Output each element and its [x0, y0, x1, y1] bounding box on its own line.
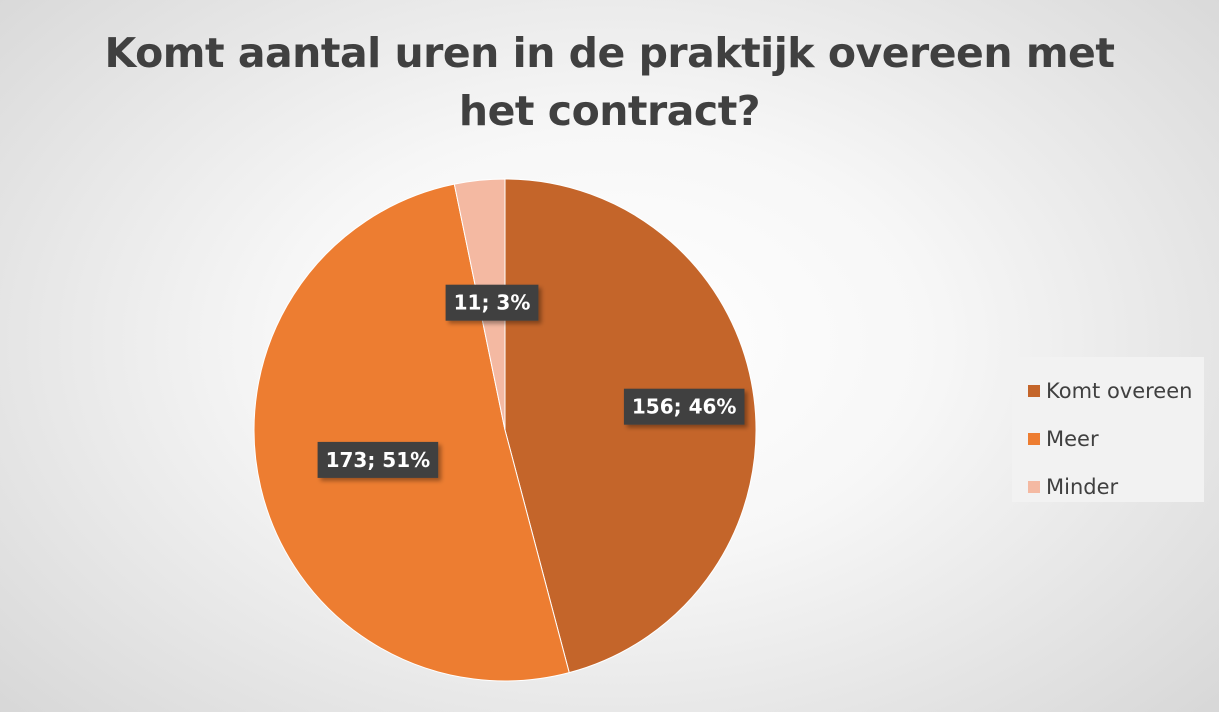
legend-label: Meer: [1046, 427, 1099, 451]
data-label-box: [445, 284, 539, 321]
data-label-text: 156; 46%: [632, 395, 737, 419]
data-label-box: [317, 441, 439, 478]
legend: Komt overeen Meer Minder: [1012, 357, 1204, 502]
legend-label: Minder: [1046, 475, 1119, 499]
data-label-meer: 173; 51%: [317, 441, 439, 478]
data-label-minder: 11; 3%: [445, 284, 539, 321]
pie-slice-meer: [253, 183, 570, 682]
legend-item-minder: Minder: [1012, 463, 1204, 511]
legend-swatch-komt-overeen: [1028, 385, 1040, 397]
pie-slice-komt-overeen: [504, 178, 757, 674]
data-label-text: 11; 3%: [454, 291, 531, 315]
pie-slices: [253, 178, 757, 682]
legend-swatch-minder: [1028, 481, 1040, 493]
data-label-komt-overeen: 156; 46%: [623, 388, 745, 425]
data-labels: 156; 46% 173; 51% 11; 3%: [317, 284, 745, 478]
legend-item-meer: Meer: [1012, 415, 1204, 463]
data-label-text: 173; 51%: [326, 448, 431, 472]
legend-item-komt-overeen: Komt overeen: [1012, 367, 1204, 415]
data-label-box: [623, 388, 745, 425]
legend-swatch-meer: [1028, 433, 1040, 445]
chart-title-line-1: Komt aantal uren in de praktijk overeen …: [104, 29, 1115, 77]
legend-label: Komt overeen: [1046, 379, 1193, 403]
chart-title: Komt aantal uren in de praktijk overeen …: [0, 24, 1219, 140]
chart-title-line-2: het contract?: [458, 87, 761, 135]
